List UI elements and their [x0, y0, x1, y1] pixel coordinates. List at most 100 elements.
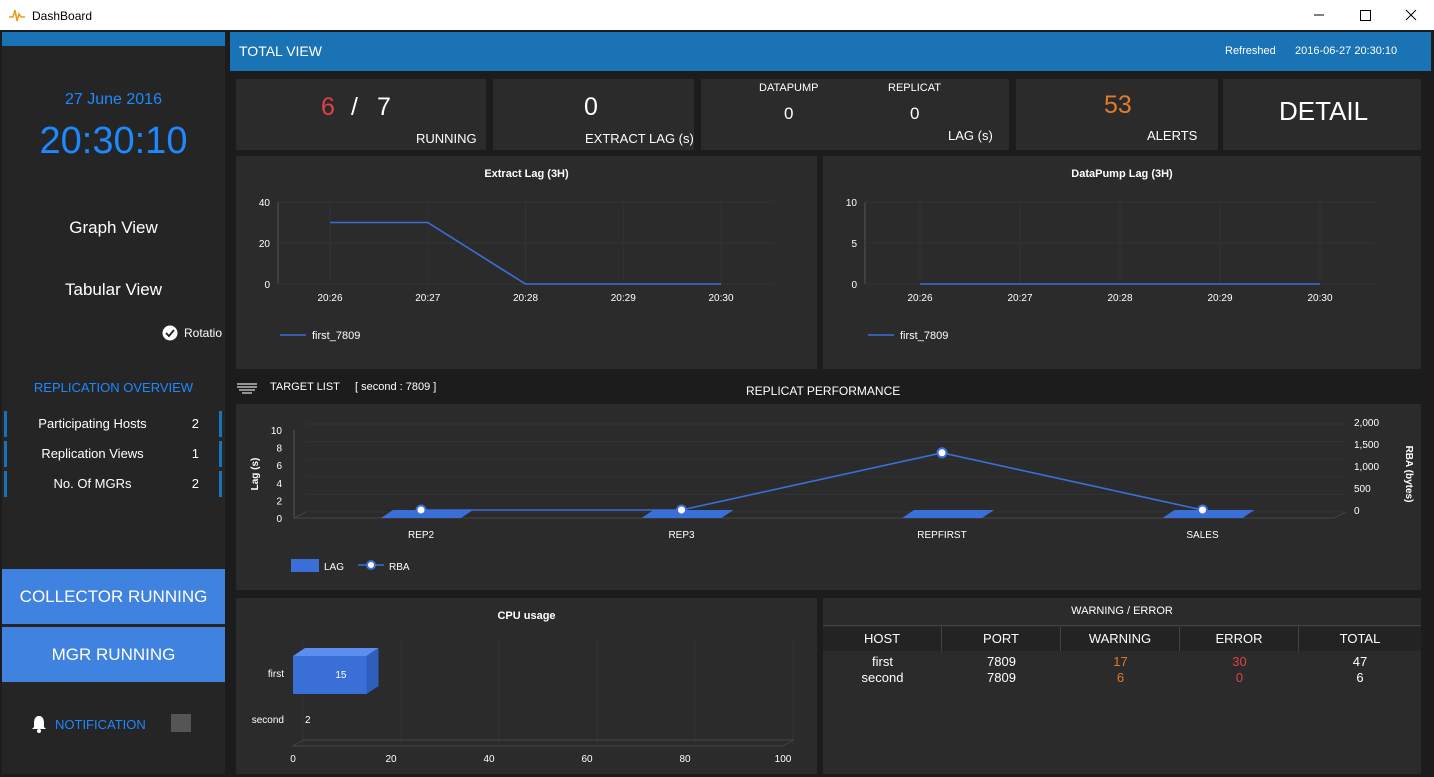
column-header: WARNING — [1061, 627, 1180, 651]
x-tick-label: 20:26 — [907, 293, 932, 304]
stat-replication-views: Replication Views 1 — [4, 441, 222, 467]
cpu-usage-chart: 0 20 40 60 80 100 first 15 second 2 — [252, 640, 795, 765]
target-list-label[interactable]: TARGET LIST — [270, 381, 340, 393]
close-button[interactable] — [1388, 0, 1434, 30]
kpi-extract-lag: 0 EXTRACT LAG (s) — [493, 79, 694, 150]
datapump-value: 0 — [784, 104, 794, 123]
cell-error: 30 — [1232, 654, 1247, 669]
column-header: TOTAL — [1339, 631, 1381, 646]
cpu-usage-title: CPU usage — [497, 610, 556, 622]
x-tick-label: REPFIRST — [917, 530, 966, 541]
legend-rba-label: RBA — [389, 562, 410, 573]
y2-tick-label: 2,000 — [1354, 418, 1379, 429]
table-row[interactable]: second 7809 6 0 6 — [823, 670, 1421, 686]
bar — [293, 656, 367, 694]
x-tick-label: 20:27 — [1007, 293, 1032, 304]
extract-lag-panel: Extract Lag (3H) 20:26 20:27 20:28 20:29 20:… — [236, 156, 817, 369]
sidebar-date: 27 June 2016 — [65, 91, 162, 108]
refreshed-timestamp: 2016-06-27 20:30:10 — [1295, 45, 1398, 57]
y-tick-label: 0 — [276, 514, 282, 525]
stat-label: No. Of MGRs — [53, 476, 132, 491]
minimize-button[interactable] — [1296, 0, 1342, 30]
x-tick-label: 20:30 — [1307, 293, 1332, 304]
collector-running-button[interactable]: COLLECTOR RUNNING — [2, 569, 225, 624]
y-tick-label: 10 — [271, 426, 283, 437]
sidebar-clock: 20:30:10 — [39, 120, 188, 162]
legend-rba-point — [366, 560, 376, 570]
y-tick-label: 0 — [264, 280, 270, 291]
kpi-running: 6 / 7 RUNNING — [236, 79, 486, 150]
stat-label: Participating Hosts — [38, 416, 147, 431]
datapump-lag-title: DataPump Lag (3H) — [1071, 168, 1173, 180]
x-tick-label: 20:28 — [1107, 293, 1132, 304]
replication-overview-title: REPLICATION OVERVIEW — [33, 380, 194, 395]
stat-value: 2 — [191, 416, 199, 431]
y-tick-label: 6 — [276, 461, 282, 472]
tabular-view-link[interactable]: Tabular View — [64, 280, 163, 299]
cell-host: second — [861, 670, 904, 685]
x-tick-label: 40 — [483, 754, 495, 765]
y-tick-label: 2 — [276, 496, 282, 507]
detail-button[interactable]: DETAIL — [1223, 79, 1421, 150]
column-header: ERROR — [1180, 627, 1299, 651]
stat-participating-hosts: Participating Hosts 2 — [4, 411, 222, 437]
notification-row: NOTIFICATION — [30, 714, 230, 736]
x-tick-label: REP2 — [408, 530, 435, 541]
y-tick-label: 5 — [851, 239, 857, 250]
y-tick-label: first — [268, 669, 284, 680]
list-menu-icon[interactable] — [236, 382, 258, 396]
alerts-label: ALERTS — [1147, 128, 1198, 143]
header-title: TOTAL VIEW — [239, 43, 322, 59]
replicat-performance-panel: 0 2 4 6 8 10 0 500 1,000 1,500 2,000 Lag (s) RBA (by… — [236, 404, 1421, 590]
cell-warning: 17 — [1113, 654, 1128, 669]
legend-lag-swatch — [291, 559, 319, 572]
refreshed-label: Refreshed — [1225, 45, 1276, 57]
y2-tick-label: 1,500 — [1354, 440, 1379, 451]
graph-view-link[interactable]: Graph View — [69, 218, 158, 237]
top-header-bar: TOTAL VIEW Refreshed 2016-06-27 20:30:10 — [230, 32, 1431, 71]
x-tick-label: 100 — [775, 754, 792, 765]
mgr-running-button[interactable]: MGR RUNNING — [2, 627, 225, 682]
x-tick-label: 20:29 — [611, 293, 636, 304]
notification-toggle[interactable] — [171, 714, 191, 732]
divider — [823, 625, 1421, 626]
lag-bar — [381, 510, 473, 518]
bell-icon — [32, 716, 46, 733]
cpu-usage-panel: CPU usage 0 20 40 60 80 100 first 15 second 2 — [236, 598, 817, 774]
stat-label: Replication Views — [41, 446, 144, 461]
y2-tick-label: 1,000 — [1354, 462, 1379, 473]
kpi-datapump-replicat-lag: DATAPUMP 0 REPLICAT 0 LAG (s) — [701, 79, 1009, 150]
y-axis-label: Lag (s) — [250, 458, 261, 491]
stat-value: 1 — [191, 446, 199, 461]
cell-host: first — [872, 654, 893, 669]
bar-side — [366, 648, 379, 694]
rba-point — [676, 504, 687, 516]
cell-total: 6 — [1356, 670, 1364, 685]
app-pulse-icon — [9, 9, 25, 22]
bar-top — [293, 648, 379, 656]
maximize-icon — [1360, 10, 1371, 21]
rotation-toggle[interactable]: Rotatio — [162, 324, 225, 342]
close-icon — [1405, 9, 1417, 21]
kpi-alerts[interactable]: 53 ALERTS — [1016, 79, 1218, 150]
window-titlebar: DashBoard — [0, 0, 1434, 30]
y-tick-label: 10 — [846, 198, 858, 209]
alerts-value: 53 — [1104, 91, 1132, 119]
stat-no-of-mgrs: No. Of MGRs 2 — [4, 471, 222, 497]
warning-error-title: WARNING / ERROR — [1071, 605, 1173, 617]
chart-floor — [291, 739, 795, 747]
column-header: HOST — [823, 627, 942, 651]
column-header: PORT — [942, 627, 1061, 651]
x-tick-label: 20:29 — [1207, 293, 1232, 304]
y2-tick-label: 0 — [1354, 506, 1360, 517]
maximize-button[interactable] — [1342, 0, 1388, 30]
bar-value-label: 2 — [305, 715, 311, 726]
table-header: HOST PORT WARNING ERROR TOTAL — [823, 627, 1421, 651]
replicat-label: REPLICAT — [888, 82, 941, 94]
replicat-performance-chart: 0 2 4 6 8 10 0 500 1,000 1,500 2,000 Lag (s) RBA (by… — [250, 418, 1414, 573]
table-row[interactable]: first 7809 17 30 47 — [823, 654, 1421, 670]
x-tick-label: 20 — [385, 754, 397, 765]
rotation-label: Rotatio — [184, 326, 223, 340]
y-tick-label: 4 — [276, 479, 282, 490]
y2-tick-label: 500 — [1354, 484, 1371, 495]
